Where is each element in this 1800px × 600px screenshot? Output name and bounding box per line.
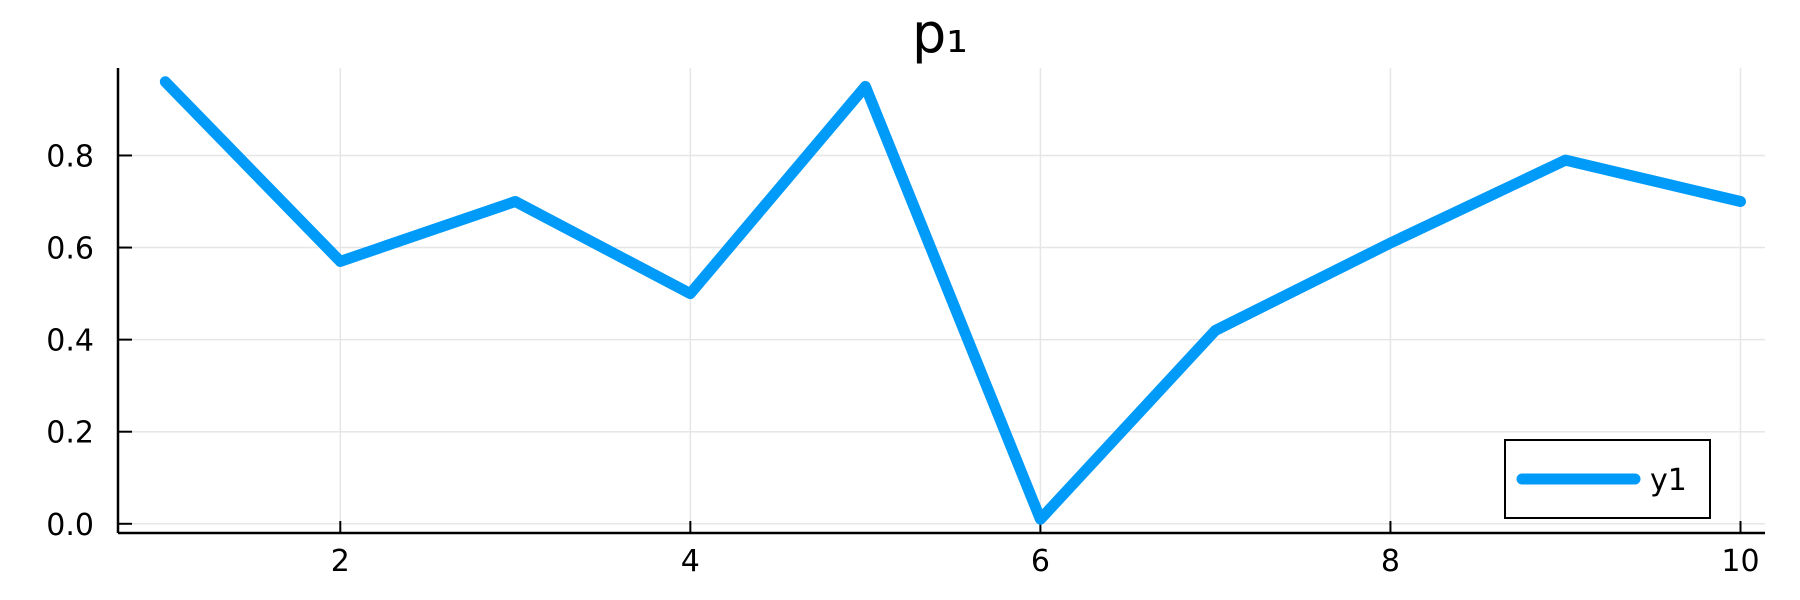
x-tick-label: 4 <box>681 544 700 579</box>
x-tick-label: 10 <box>1721 544 1759 579</box>
grid <box>118 68 1765 533</box>
x-tick-label: 6 <box>1031 544 1050 579</box>
x-tick-label: 8 <box>1381 544 1400 579</box>
legend: y1 <box>1504 439 1711 519</box>
y-tick-label: 0.8 <box>46 139 94 174</box>
chart-title: p₁ <box>912 2 968 65</box>
axes: 2 4 6 8 10 0.0 0.2 0.4 0.6 0.8 <box>46 68 1765 579</box>
y-tick-label: 0.6 <box>46 232 94 267</box>
y-tick-label: 0.2 <box>46 416 94 451</box>
x-tick-label: 2 <box>331 544 350 579</box>
series-line-y1 <box>159 76 1746 525</box>
y-tick-label: 0.0 <box>46 508 94 543</box>
y-tick-label: 0.4 <box>46 324 94 359</box>
series-layer <box>159 76 1746 525</box>
legend-label-y1: y1 <box>1650 463 1687 498</box>
